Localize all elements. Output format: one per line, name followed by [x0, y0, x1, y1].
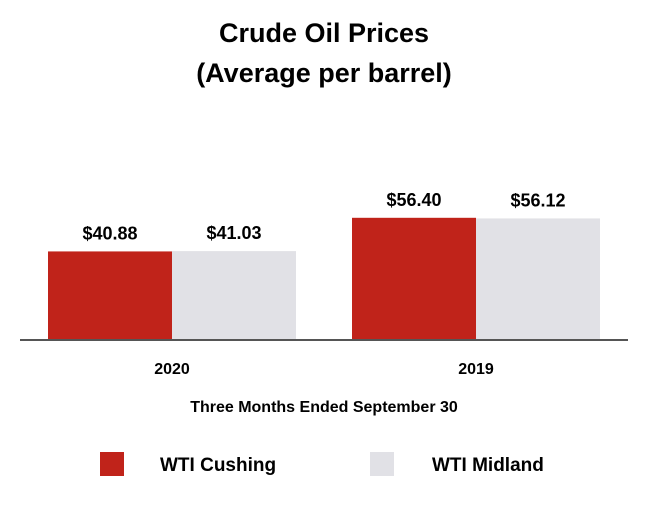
legend-swatch-wti-midland — [370, 452, 394, 476]
legend: WTI Cushing WTI Midland — [100, 452, 544, 476]
data-label-wti-cushing-2020: $40.88 — [82, 223, 137, 243]
category-label-2019: 2019 — [458, 361, 494, 378]
legend-label-wti-midland: WTI Midland — [432, 455, 544, 476]
bar-wti-cushing-2020 — [48, 251, 172, 340]
bar-wti-cushing-2019 — [352, 217, 476, 340]
data-label-wti-midland-2020: $41.03 — [206, 223, 261, 243]
value-labels-group: $40.88 $41.03 $56.40 $56.12 — [82, 190, 565, 244]
category-labels-group: 2020 2019 — [154, 361, 494, 378]
bars-group — [48, 217, 600, 340]
bar-wti-midland-2019 — [476, 218, 600, 340]
legend-label-wti-cushing: WTI Cushing — [160, 455, 276, 476]
chart-title: Crude Oil Prices — [219, 18, 429, 48]
x-axis-label: Three Months Ended September 30 — [190, 399, 458, 416]
legend-swatch-wti-cushing — [100, 452, 124, 476]
category-label-2020: 2020 — [154, 361, 190, 378]
bar-wti-midland-2020 — [172, 251, 296, 340]
data-label-wti-cushing-2019: $56.40 — [386, 190, 441, 210]
chart-subtitle: (Average per barrel) — [196, 58, 452, 88]
data-label-wti-midland-2019: $56.12 — [510, 190, 565, 210]
